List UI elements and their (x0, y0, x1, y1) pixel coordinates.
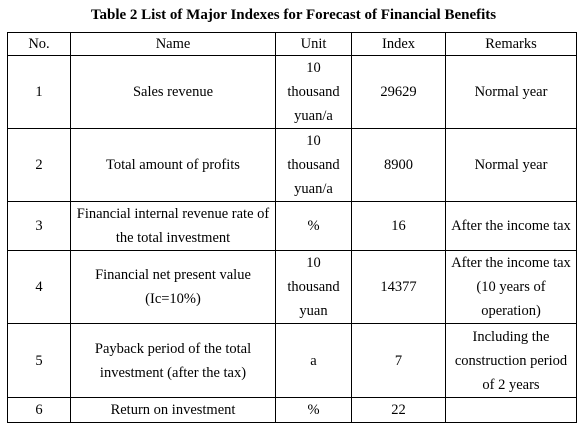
table-row: 3 Financial internal revenue rate of the… (7, 201, 577, 251)
table-row: 5 Payback period of the total investment… (7, 323, 577, 398)
cell-index: 14377 (351, 250, 446, 324)
cell-remarks (445, 397, 577, 423)
cell-unit: 10 thousand yuan/a (275, 128, 352, 202)
cell-name: Payback period of the total investment (… (70, 323, 276, 398)
table-caption: Table 2 List of Major Indexes for Foreca… (90, 7, 497, 23)
cell-index: 29629 (351, 55, 446, 129)
table-row: 4 Financial net present value (Ic=10%) 1… (7, 250, 577, 324)
table-row: 6 Return on investment % 22 (7, 397, 577, 423)
table-row: 1 Sales revenue 10 thousand yuan/a 29629… (7, 55, 577, 129)
cell-no: 3 (7, 201, 71, 251)
cell-no: 2 (7, 128, 71, 202)
cell-no: 5 (7, 323, 71, 398)
cell-unit: 10 thousand yuan/a (275, 55, 352, 129)
cell-index: 22 (351, 397, 446, 423)
cell-name: Return on investment (70, 397, 276, 423)
cell-remarks: After the income tax (10 years of operat… (445, 250, 577, 324)
cell-name: Sales revenue (70, 55, 276, 129)
cell-remarks: Including the construction period of 2 y… (445, 323, 577, 398)
cell-unit: a (275, 323, 352, 398)
column-header-unit: Unit (275, 32, 352, 56)
cell-index: 8900 (351, 128, 446, 202)
financial-indexes-table: No. Name Unit Index Remarks 1 Sales reve… (7, 32, 577, 423)
column-header-index: Index (351, 32, 446, 56)
cell-unit: % (275, 397, 352, 423)
cell-no: 1 (7, 55, 71, 129)
cell-unit: 10 thousand yuan (275, 250, 352, 324)
cell-name: Financial internal revenue rate of the t… (70, 201, 276, 251)
cell-no: 4 (7, 250, 71, 324)
cell-remarks: Normal year (445, 128, 577, 202)
cell-unit: % (275, 201, 352, 251)
cell-remarks: After the income tax (445, 201, 577, 251)
cell-index: 16 (351, 201, 446, 251)
column-header-no: No. (7, 32, 71, 56)
column-header-name: Name (70, 32, 276, 56)
table-header-row: No. Name Unit Index Remarks (7, 32, 577, 56)
cell-remarks: Normal year (445, 55, 577, 129)
cell-index: 7 (351, 323, 446, 398)
table-row: 2 Total amount of profits 10 thousand yu… (7, 128, 577, 202)
cell-name: Total amount of profits (70, 128, 276, 202)
cell-name: Financial net present value (Ic=10%) (70, 250, 276, 324)
cell-no: 6 (7, 397, 71, 423)
column-header-remarks: Remarks (445, 32, 577, 56)
